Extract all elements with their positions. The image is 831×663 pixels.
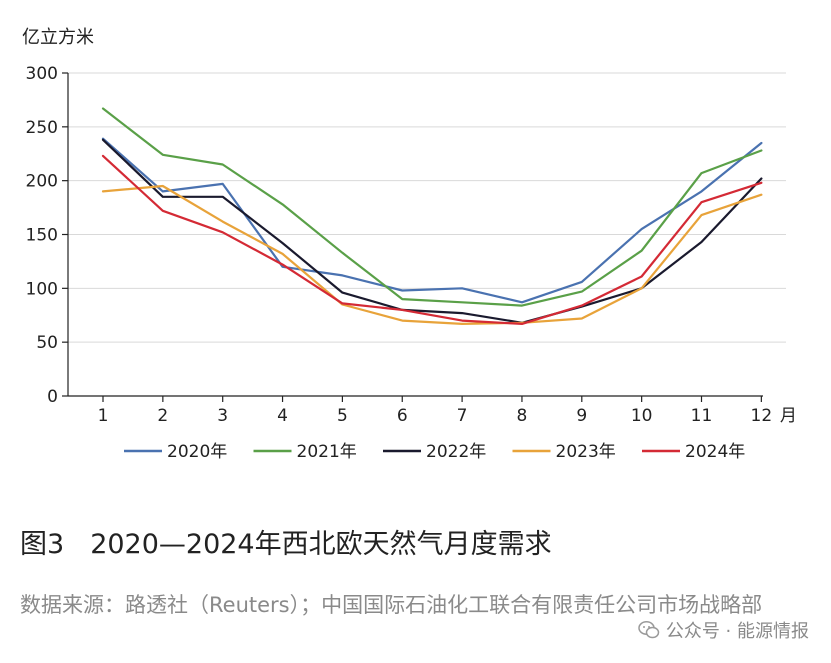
legend-label: 2023年 — [556, 442, 616, 462]
x-tick-label: 6 — [397, 406, 408, 426]
figure-title: 2020—2024年西北欧天然气月度需求 — [90, 529, 552, 560]
series-line — [101, 184, 763, 325]
x-tick-label: 2 — [157, 406, 168, 426]
x-tick-label: 7 — [457, 406, 468, 426]
y-tick-label: 50 — [36, 333, 58, 353]
series-line — [101, 137, 763, 304]
x-tick-label: 11 — [691, 406, 713, 426]
y-tick-label: 250 — [26, 118, 58, 138]
legend-label: 2020年 — [167, 442, 227, 462]
watermark: 公众号 · 能源情报 — [638, 617, 809, 643]
watermark-text: 公众号 · 能源情报 — [665, 621, 809, 642]
legend-label: 2021年 — [297, 442, 357, 462]
y-axis-unit-label: 亿立方米 — [22, 27, 94, 48]
grid-lines — [68, 72, 786, 343]
series-line — [101, 107, 763, 307]
wechat-icon — [638, 621, 660, 639]
series-line — [101, 138, 763, 324]
y-tick-label: 200 — [26, 172, 58, 192]
x-tick-label: 12 — [751, 406, 773, 426]
x-tick-label: 3 — [217, 406, 228, 426]
y-tick-label: 150 — [26, 226, 58, 246]
figure-number: 图3 — [20, 529, 65, 560]
x-tick-label: 4 — [277, 406, 288, 426]
x-tick-label: 1 — [98, 406, 109, 426]
data-source: 数据来源：路透社（Reuters）；中国国际石油化工联合有限责任公司市场战略部 — [20, 593, 763, 617]
legend-label: 2022年 — [426, 442, 486, 462]
y-tick-label: 300 — [26, 64, 58, 84]
x-axis-unit-label: 月 — [780, 406, 797, 426]
x-tick-label: 5 — [337, 406, 348, 426]
y-tick-label: 100 — [26, 279, 58, 299]
series-lines — [101, 107, 763, 325]
x-tick-label: 8 — [517, 406, 528, 426]
x-tick-label: 10 — [631, 406, 653, 426]
x-tick-label: 9 — [576, 406, 587, 426]
legend: 2020年 2021年 2022年 2023年 2024年 — [124, 442, 745, 462]
figure-caption: 图3 2020—2024年西北欧天然气月度需求 — [20, 522, 552, 561]
series-line — [101, 154, 763, 325]
y-tick-label: 0 — [47, 387, 58, 407]
legend-label: 2024年 — [685, 442, 745, 462]
